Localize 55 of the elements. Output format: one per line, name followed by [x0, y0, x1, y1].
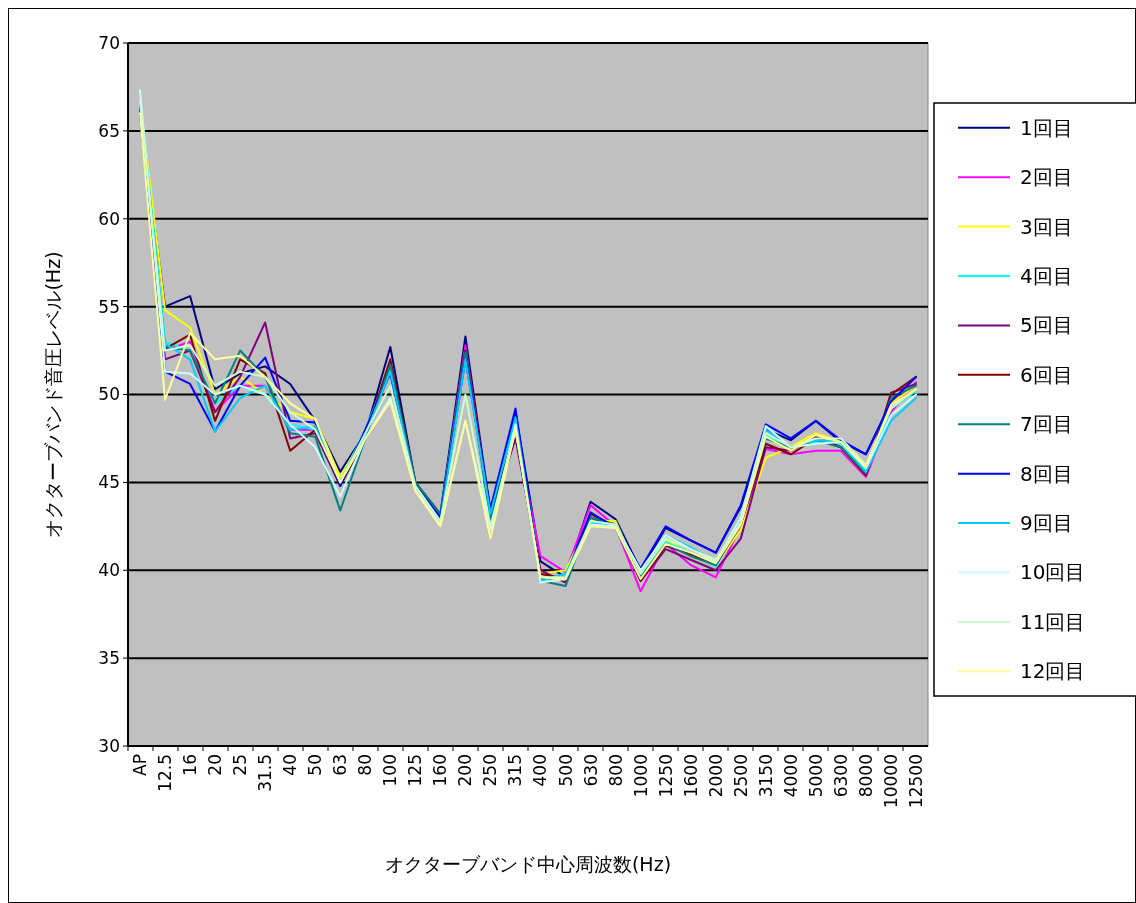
y-tick-label: 70 — [98, 32, 120, 53]
x-axis-title: オクターブバンド中心周波数(Hz) — [384, 853, 672, 875]
x-tick-label: 500 — [555, 754, 576, 787]
x-tick-label: 3150 — [755, 754, 776, 798]
x-tick-label: 4000 — [780, 754, 801, 798]
y-tick-label: 65 — [98, 120, 120, 141]
x-tick-label: 80 — [355, 754, 376, 776]
x-tick-label: 630 — [580, 754, 601, 787]
y-tick-label: 55 — [98, 296, 120, 317]
x-tick-label: 6300 — [830, 754, 851, 798]
x-tick-label: 5000 — [805, 754, 826, 798]
x-tick-label: 63 — [330, 754, 351, 776]
legend-label: 1回目 — [1020, 115, 1073, 140]
legend-label: 4回目 — [1020, 263, 1073, 288]
x-tick-label: 8000 — [855, 754, 876, 798]
y-tick-label: 50 — [98, 384, 120, 405]
x-tick-label: 200 — [455, 754, 476, 787]
x-tick-label: 160 — [430, 754, 451, 787]
y-tick-label: 60 — [98, 208, 120, 229]
y-tick-label: 30 — [98, 735, 120, 756]
x-tick-label: 31.5 — [255, 754, 276, 792]
x-tick-label: 315 — [505, 754, 526, 787]
x-tick-label: 2000 — [705, 754, 726, 798]
x-tick-label: 1250 — [655, 754, 676, 798]
x-tick-label: 1600 — [680, 754, 701, 798]
x-tick-label: 20 — [205, 754, 226, 776]
legend-label: 9回目 — [1020, 511, 1073, 536]
x-tick-label: AP — [129, 754, 150, 776]
x-tick-label: 250 — [480, 754, 501, 787]
legend-label: 6回目 — [1020, 362, 1073, 387]
x-tick-label: 12500 — [905, 754, 926, 809]
x-tick-label: 16 — [180, 754, 201, 776]
x-tick-label: 100 — [380, 754, 401, 787]
legend-label: 10回目 — [1020, 560, 1086, 585]
x-tick-label: 400 — [530, 754, 551, 787]
x-tick-label: 125 — [405, 754, 426, 787]
legend-label: 8回目 — [1020, 461, 1073, 486]
y-tick-label: 45 — [98, 472, 120, 493]
legend-label: 2回目 — [1020, 165, 1073, 190]
y-tick-label: 35 — [98, 648, 120, 669]
x-tick-label: 12.5 — [154, 754, 175, 792]
x-tick-label: 40 — [280, 754, 301, 776]
y-tick-label: 40 — [98, 560, 120, 581]
legend-label: 7回目 — [1020, 412, 1073, 437]
x-tick-label: 25 — [230, 754, 251, 776]
x-tick-label: 1000 — [630, 754, 651, 798]
legend-label: 11回目 — [1020, 609, 1086, 634]
x-tick-label: 50 — [305, 754, 326, 776]
x-tick-label: 2500 — [730, 754, 751, 798]
x-tick-label: 10000 — [880, 754, 901, 809]
y-axis-title: オクターブバンド音圧レベル(Hz) — [41, 251, 64, 538]
legend-label: 3回目 — [1020, 214, 1073, 239]
legend-label: 12回目 — [1020, 659, 1086, 684]
x-tick-label: 800 — [605, 754, 626, 787]
legend-label: 5回目 — [1020, 313, 1073, 338]
